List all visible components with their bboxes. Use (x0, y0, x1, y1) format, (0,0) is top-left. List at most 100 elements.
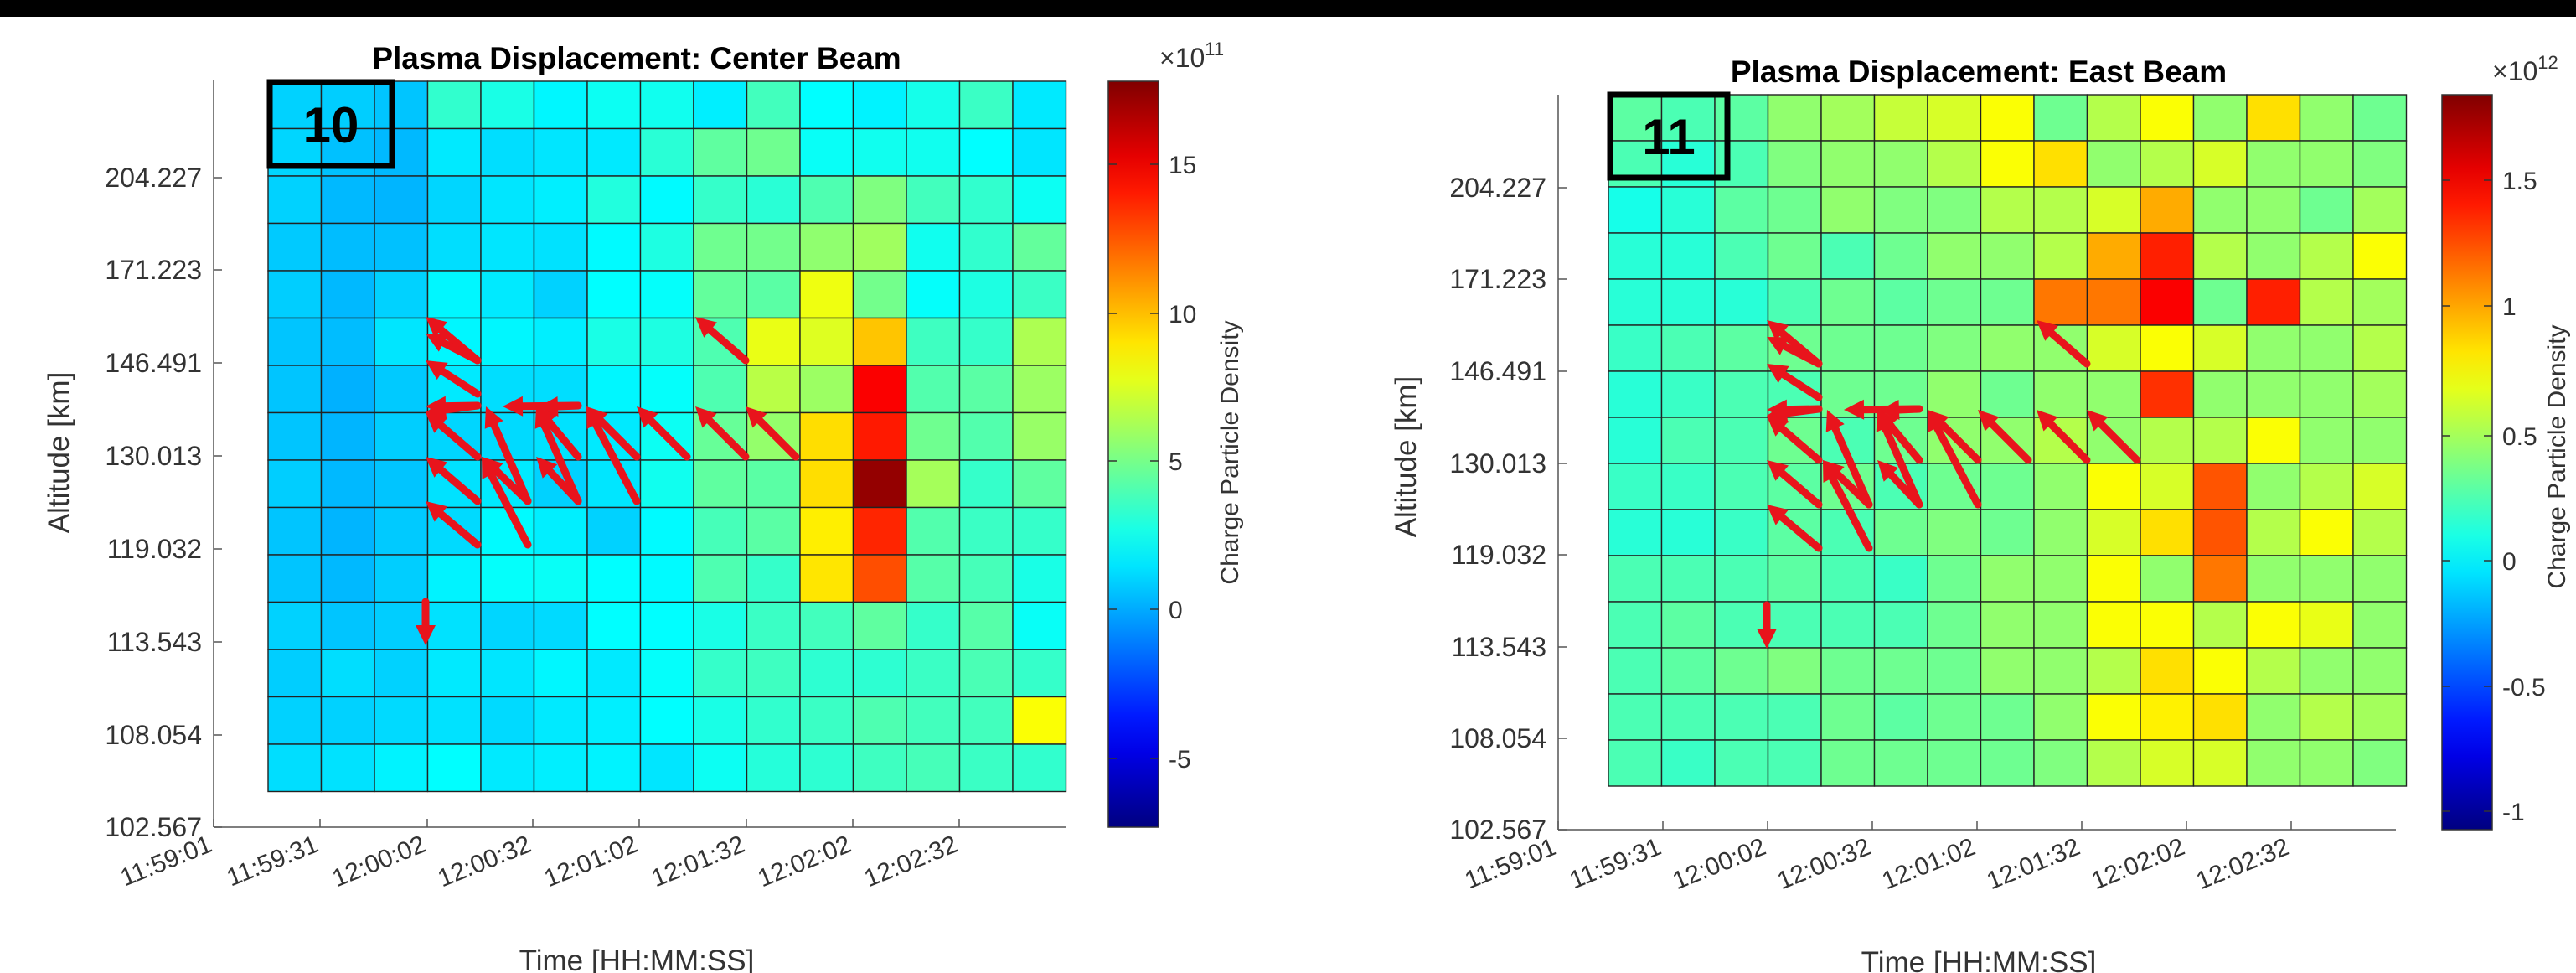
colorbar-ticks: 1.5 1 0.5 0 -0.5 -1 (2442, 168, 2546, 826)
panel-east-beam: Plasma Displacement: East Beam 204.227 17… (1390, 52, 2571, 973)
heatmap-cell (799, 649, 854, 698)
heatmap-cell (480, 696, 535, 745)
displacement-arrow (586, 406, 641, 505)
heatmap-cell (2086, 370, 2141, 418)
heatmap-cell (374, 127, 429, 177)
x-tick-label: 12:01:32 (1983, 833, 2084, 895)
heatmap-cell (1820, 739, 1876, 787)
heatmap-cell (2033, 370, 2088, 418)
x-axis-label: Time [HH:MM:SS] (1861, 946, 2097, 973)
heatmap-cell (267, 80, 323, 130)
heatmap-cell (746, 506, 801, 556)
heatmap-cell (1873, 278, 1928, 326)
colorbar-tick-label: 0.5 (2502, 423, 2537, 451)
heatmap-cell (693, 127, 748, 177)
heatmap-cell (958, 317, 1014, 366)
displacement-arrow (1767, 416, 1823, 464)
heatmap-cell (586, 649, 642, 698)
heatmap-cell (2086, 463, 2141, 510)
heatmap-cell (799, 743, 854, 793)
heatmap-cell (1608, 278, 1663, 326)
displacement-arrow (1877, 410, 1923, 464)
heatmap-cell (746, 80, 801, 130)
heatmap-cell (533, 175, 588, 225)
heatmap-cell (2140, 463, 2195, 510)
heatmap-cell (1714, 417, 1769, 464)
heatmap-cell (1660, 739, 1716, 787)
heatmap-cell (2246, 509, 2301, 556)
heatmap-cell (958, 696, 1014, 745)
heatmap-cell (639, 554, 694, 603)
chart-title: Plasma Displacement: Center Beam (372, 41, 901, 75)
heatmap-cell (2299, 324, 2354, 372)
heatmap-cell (2140, 739, 2195, 787)
y-tick-label: 108.054 (105, 720, 202, 750)
heatmap-cell (746, 317, 801, 366)
heatmap-cell (267, 554, 323, 603)
panel-label-box: 10 (266, 79, 395, 169)
chart-title: Plasma Displacement: East Beam (1731, 54, 2227, 89)
heatmap-cell (2246, 278, 2301, 326)
heatmap-cell (1608, 647, 1663, 695)
heatmap-cell (374, 411, 429, 461)
displacement-arrows (1757, 320, 2141, 649)
heatmap-cell (426, 554, 482, 603)
heatmap-cell (693, 506, 748, 556)
heatmap-cell (320, 80, 375, 130)
heatmap-cell (1873, 601, 1928, 649)
heatmap-cell (2033, 693, 2088, 741)
heatmap-cell (480, 554, 535, 603)
heatmap-cell (2140, 140, 2195, 188)
heatmap-cell (320, 411, 375, 461)
heatmap-cell (1714, 278, 1769, 326)
heatmap-cell (639, 365, 694, 414)
colorbar-label: Charge Particle Density (2543, 324, 2571, 588)
heatmap-cell (267, 601, 323, 650)
heatmap-cell (1820, 324, 1876, 372)
heatmap-cell (374, 317, 429, 366)
colorbar-tick-label: 0 (2502, 548, 2517, 576)
heatmap-cell (320, 506, 375, 556)
heatmap-cell (1608, 693, 1663, 741)
displacement-arrow (1757, 601, 1777, 649)
y-tick-label: 146.491 (105, 348, 202, 378)
heatmap-cell (586, 696, 642, 745)
panel-label: 11 (1642, 109, 1695, 165)
heatmap-cell (2352, 94, 2408, 142)
heatmap-cell (693, 649, 748, 698)
heatmap-cell (2086, 186, 2141, 234)
heatmap-cell (852, 270, 907, 319)
heatmap-cell (1980, 370, 2035, 418)
y-axis-label: Altitude [km] (43, 372, 75, 534)
heatmap-cell (374, 649, 429, 698)
panel-label: 10 (303, 97, 359, 153)
heatmap-cell (1660, 370, 1716, 418)
heatmap-cell (1927, 186, 1982, 234)
heatmap-cell (2246, 739, 2301, 787)
heatmap-cell (799, 365, 854, 414)
heatmap-cell (533, 554, 588, 603)
heatmap-cell (586, 317, 642, 366)
heatmap-cell (1980, 463, 2035, 510)
heatmap-cell (1608, 739, 1663, 787)
heatmap-cell (2246, 186, 2301, 234)
heatmap-cell (1980, 739, 2035, 787)
displacement-arrow (416, 598, 436, 645)
heatmap-cell (320, 601, 375, 650)
colorbar-tick-label: -5 (1169, 746, 1191, 774)
heatmap-cell (374, 459, 429, 509)
displacement-arrow (538, 396, 582, 417)
heatmap-cell (374, 554, 429, 603)
displacement-arrow (484, 406, 532, 505)
displacement-arrow (1767, 505, 1823, 552)
heatmap-cells (1608, 94, 2408, 787)
heatmap-cell (426, 649, 482, 698)
heatmap-cell (1767, 693, 1822, 741)
heatmap-cell (1767, 278, 1822, 326)
heatmap-cell (2299, 647, 2354, 695)
x-tick-label: 12:01:02 (540, 831, 642, 893)
heatmap-cell (2033, 555, 2088, 603)
heatmap-cell (374, 696, 429, 745)
displacement-arrow (2037, 410, 2091, 464)
heatmap-cell (1873, 94, 1928, 142)
